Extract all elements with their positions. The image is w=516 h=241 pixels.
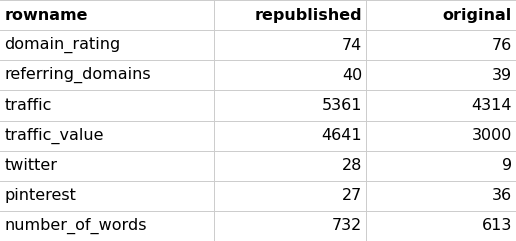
Text: pinterest: pinterest bbox=[4, 188, 76, 203]
Text: traffic_value: traffic_value bbox=[4, 127, 104, 144]
Text: 3000: 3000 bbox=[472, 128, 512, 143]
Text: 9: 9 bbox=[502, 158, 512, 173]
Text: traffic: traffic bbox=[4, 98, 52, 113]
Text: 4641: 4641 bbox=[321, 128, 362, 143]
Text: rowname: rowname bbox=[4, 7, 88, 23]
Text: 4314: 4314 bbox=[472, 98, 512, 113]
Text: 28: 28 bbox=[342, 158, 362, 173]
Text: twitter: twitter bbox=[4, 158, 57, 173]
Text: 40: 40 bbox=[342, 68, 362, 83]
Text: 27: 27 bbox=[342, 188, 362, 203]
Text: 76: 76 bbox=[492, 38, 512, 53]
Text: 36: 36 bbox=[492, 188, 512, 203]
Text: original: original bbox=[443, 7, 512, 23]
Text: 74: 74 bbox=[342, 38, 362, 53]
Text: 5361: 5361 bbox=[322, 98, 362, 113]
Text: 732: 732 bbox=[332, 218, 362, 234]
Text: number_of_words: number_of_words bbox=[4, 218, 147, 234]
Text: republished: republished bbox=[254, 7, 362, 23]
Text: domain_rating: domain_rating bbox=[4, 37, 120, 53]
Text: 39: 39 bbox=[492, 68, 512, 83]
Text: 613: 613 bbox=[481, 218, 512, 234]
Text: referring_domains: referring_domains bbox=[4, 67, 151, 83]
